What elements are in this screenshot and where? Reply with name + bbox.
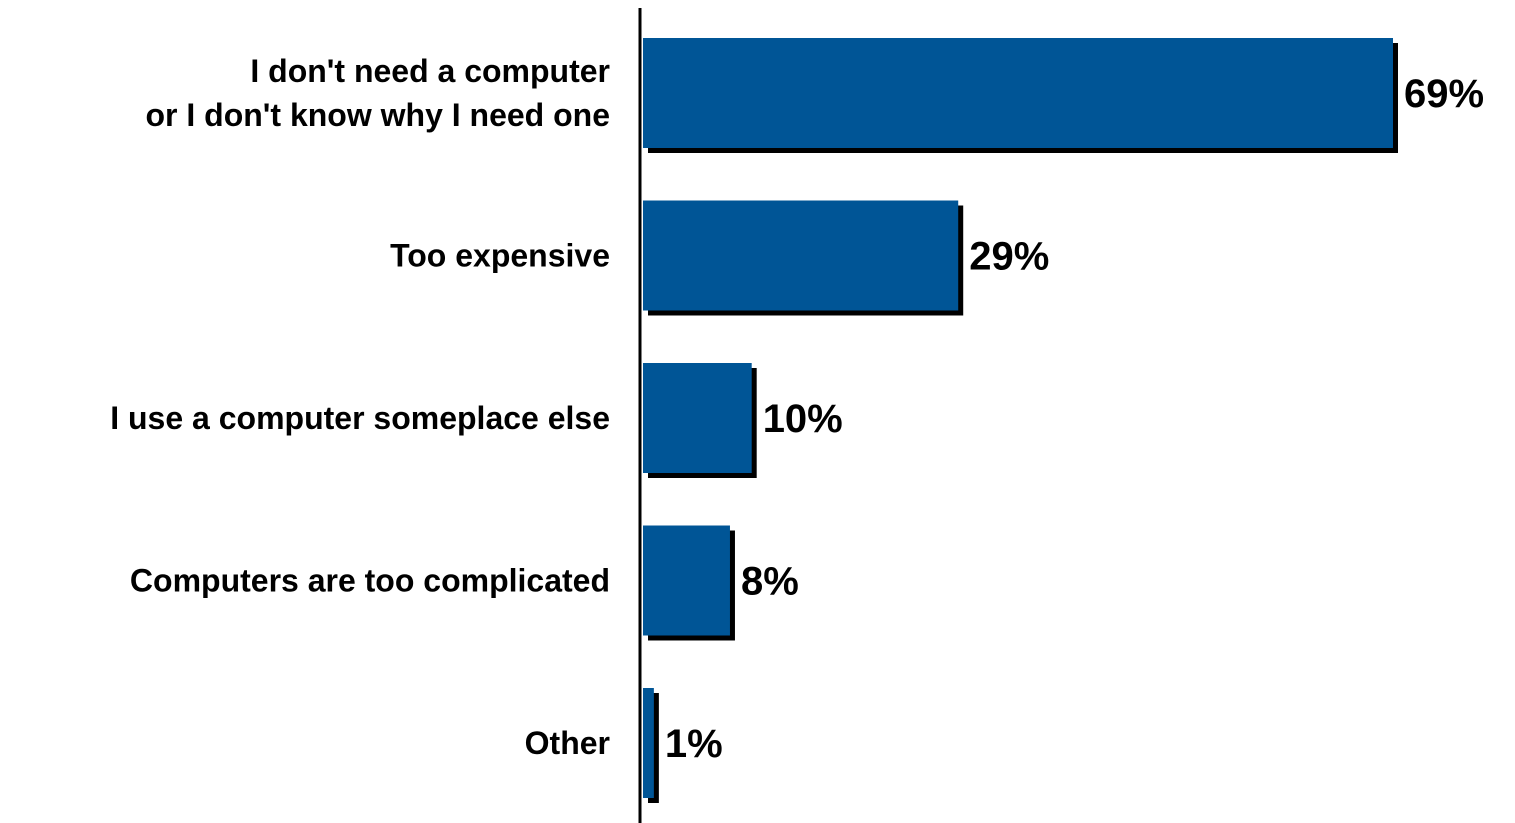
category-label-i-don-t-need-a-computer: I don't need a computer or I don't know w… <box>145 53 610 133</box>
data-label: 10% <box>763 397 843 441</box>
value-labels: 69% 29% 10% 8% 1% <box>665 72 1484 766</box>
bar <box>643 38 1393 148</box>
category-label-line: Other <box>525 725 610 761</box>
category-label-line: Computers are too complicated <box>130 563 610 599</box>
category-label-i-use-a-computer-someplace-else: I use a computer someplace else <box>110 400 610 436</box>
category-label-computers-are-too-complicated: Computers are too complicated <box>130 563 610 599</box>
category-label-line: Too expensive <box>390 238 610 274</box>
data-label: 29% <box>969 235 1049 279</box>
bars-layer <box>643 38 1398 803</box>
data-label: 1% <box>665 722 723 766</box>
category-label-line: I use a computer someplace else <box>110 400 610 436</box>
bar <box>643 525 730 636</box>
bar <box>643 363 752 473</box>
category-label-too-expensive: Too expensive <box>390 238 610 274</box>
category-label-line: I don't need a computer <box>250 53 610 89</box>
bar <box>643 200 959 311</box>
data-label: 69% <box>1404 72 1484 116</box>
bar <box>643 688 654 798</box>
data-label: 8% <box>741 560 799 604</box>
category-labels: I don't need a computer or I don't know w… <box>110 53 610 761</box>
category-label-other: Other <box>525 725 610 761</box>
category-label-line: or I don't know why I need one <box>145 97 610 133</box>
